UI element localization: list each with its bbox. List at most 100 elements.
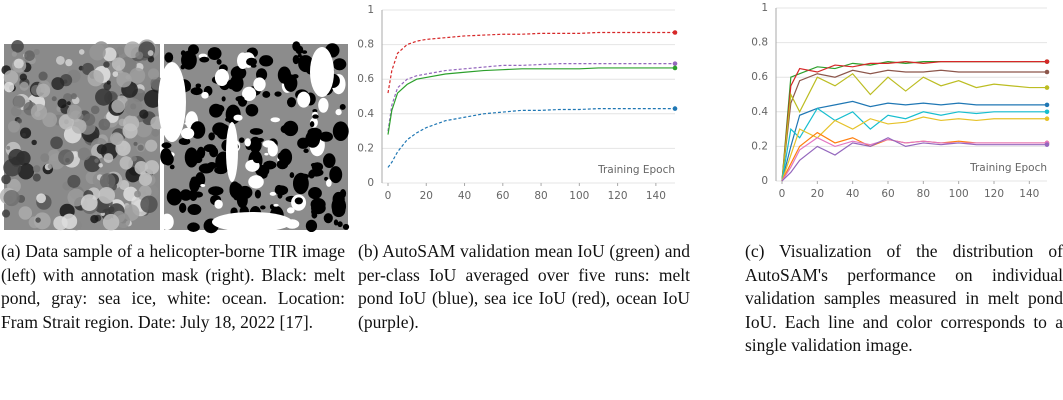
series-line — [781, 137, 1047, 182]
mask-blob — [178, 137, 191, 146]
x-tick-label: 120 — [608, 190, 628, 202]
texture — [1, 174, 11, 185]
texture — [67, 174, 81, 188]
mask-blob — [214, 199, 223, 209]
mask-blob — [305, 219, 318, 233]
mask-blob — [283, 74, 298, 92]
mask-blob — [164, 52, 174, 63]
texture — [58, 149, 74, 166]
texture — [99, 173, 116, 189]
texture — [144, 89, 162, 108]
mask-blob — [260, 205, 266, 210]
mask-blob — [295, 45, 304, 55]
texture — [36, 193, 46, 204]
x-tick-label: 20 — [420, 190, 433, 202]
mask-blob — [187, 222, 200, 232]
texture — [50, 136, 63, 150]
texture — [111, 57, 126, 71]
mask-blob — [323, 213, 333, 224]
series-line — [781, 137, 1047, 182]
mask-blob — [196, 146, 206, 159]
mask-blob — [310, 198, 326, 211]
mask-blob — [309, 168, 324, 177]
mask-blob — [166, 188, 183, 206]
mask-blob — [263, 160, 277, 170]
mask-blob — [337, 221, 343, 228]
end-point — [672, 61, 678, 66]
ocean — [310, 47, 334, 97]
texture — [67, 104, 82, 120]
mask-blob — [190, 87, 203, 96]
chart-b: 0 0.2 0.4 0.6 0.8 1 0 20 40 60 80 100 120 140 Training… — [357, 4, 678, 202]
end-point — [1044, 109, 1050, 115]
texture — [147, 50, 154, 56]
end-point — [1044, 59, 1050, 64]
caption-b: (b) AutoSAM validation mean IoU (green) … — [358, 241, 690, 332]
texture — [3, 70, 19, 85]
mask-blob — [208, 186, 224, 196]
mask-blob — [274, 185, 289, 196]
mask-blob — [267, 142, 278, 157]
mask-blob — [297, 91, 311, 108]
texture — [30, 103, 48, 121]
texture — [134, 190, 142, 198]
texture — [35, 217, 41, 223]
x-tick-label: 120 — [984, 188, 1004, 200]
mask-blob — [265, 57, 273, 64]
texture — [17, 162, 35, 180]
texture — [63, 93, 73, 103]
texture — [24, 50, 35, 61]
caption-c: (c) Visualization of the distribution of… — [745, 241, 1063, 355]
texture — [98, 163, 103, 168]
texture — [38, 71, 48, 81]
chart-c: 0 0.2 0.4 0.6 0.8 1 0 20 40 60 80 100 120 140 Training… — [751, 2, 1050, 200]
texture — [6, 145, 11, 150]
x-tick-label: 60 — [496, 190, 509, 202]
mask-blob — [180, 50, 186, 57]
texture — [16, 118, 23, 124]
y-tick-label: 0.6 — [751, 71, 768, 83]
texture — [89, 43, 106, 61]
annotation: Training Epoch — [597, 164, 675, 176]
texture — [145, 139, 158, 152]
texture — [144, 160, 160, 175]
ocean — [226, 122, 238, 182]
mask-blob — [233, 114, 243, 121]
y-tick-label: 1 — [761, 2, 768, 14]
mask-blob — [208, 132, 215, 141]
mask-blob — [246, 57, 258, 66]
mask-blob — [292, 55, 300, 65]
texture — [137, 144, 144, 151]
mask-blob — [309, 121, 315, 128]
mask-blob — [273, 203, 279, 207]
mask-blob — [235, 96, 245, 102]
mask-blob — [256, 138, 264, 143]
caption-a: (a) Data sample of a helicopter-borne TI… — [1, 241, 345, 332]
end-point — [672, 65, 678, 71]
mask-blob — [201, 91, 209, 99]
texture — [19, 73, 27, 81]
texture — [133, 141, 138, 146]
texture — [106, 80, 111, 85]
x-tick-label: 140 — [1019, 188, 1039, 200]
texture — [90, 214, 99, 224]
texture — [111, 99, 125, 113]
mask-blob — [282, 120, 299, 137]
mask-blob — [299, 173, 309, 179]
x-tick-label: 0 — [385, 190, 392, 202]
texture — [122, 123, 138, 139]
series-line — [781, 107, 1047, 182]
mask-blob — [303, 148, 309, 153]
texture — [51, 77, 65, 91]
end-point — [1044, 116, 1050, 122]
mask-blob — [310, 162, 318, 168]
ocean — [212, 212, 292, 232]
texture — [55, 56, 65, 65]
texture — [8, 148, 25, 166]
texture — [135, 121, 152, 138]
texture — [129, 67, 146, 84]
texture — [20, 127, 32, 139]
texture — [134, 161, 149, 175]
mask-blob — [332, 58, 347, 71]
mask-blob — [326, 179, 332, 187]
